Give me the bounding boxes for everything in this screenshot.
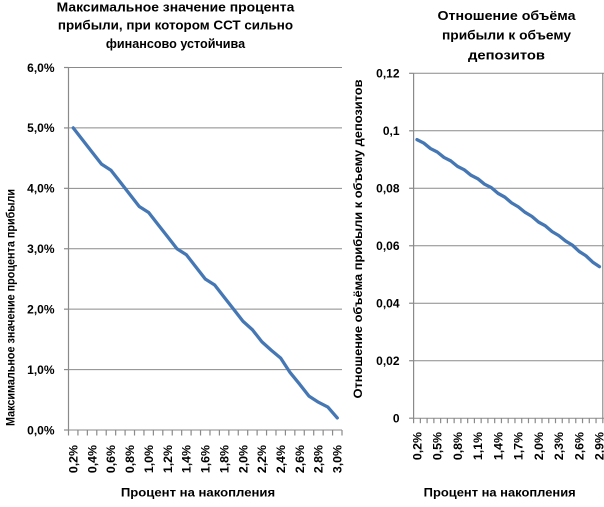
svg-text:2,6%: 2,6% [572,432,586,461]
svg-text:2,4%: 2,4% [274,445,288,474]
svg-text:0,06: 0,06 [376,239,400,253]
svg-text:0,08: 0,08 [376,182,400,196]
svg-text:1,8%: 1,8% [217,445,231,474]
svg-text:Процент на накопления: Процент на накопления [424,486,576,500]
svg-text:Максимальное значение процента: Максимальное значение процента [57,0,295,15]
svg-text:1,0%: 1,0% [142,445,156,474]
svg-text:Отношение объёма: Отношение объёма [438,8,577,23]
svg-text:2,0%: 2,0% [27,302,55,316]
svg-text:0,2%: 0,2% [67,445,81,474]
svg-text:1,1%: 1,1% [471,432,485,461]
svg-text:0,4%: 0,4% [85,445,99,474]
svg-text:прибыли, при котором ССТ сильн: прибыли, при котором ССТ сильно [58,18,293,33]
svg-text:5,0%: 5,0% [27,121,55,135]
svg-text:Максимальное значение процента: Максимальное значение процента прибыли [4,189,18,426]
svg-text:0,6%: 0,6% [104,445,118,474]
svg-text:2,8%: 2,8% [312,445,326,474]
svg-text:финансово устойчива: финансово устойчива [106,36,246,51]
svg-text:1,4%: 1,4% [491,432,505,461]
svg-text:3,0%: 3,0% [27,242,55,256]
svg-text:0,02: 0,02 [376,354,400,368]
svg-text:0,8%: 0,8% [123,445,137,474]
svg-text:0,04: 0,04 [376,297,400,311]
svg-text:4,0%: 4,0% [27,182,55,196]
svg-text:Отношение объёма прибыли к объ: Отношение объёма прибыли к объему депози… [351,80,365,399]
svg-text:0,5%: 0,5% [431,432,445,461]
svg-text:0: 0 [393,412,400,426]
svg-text:2,2%: 2,2% [255,445,269,474]
svg-text:6,0%: 6,0% [27,61,55,75]
svg-text:1,0%: 1,0% [27,363,55,377]
svg-text:0,12: 0,12 [376,67,400,81]
svg-text:2,6%: 2,6% [293,445,307,474]
svg-text:депозитов: депозитов [468,47,545,62]
svg-text:2,9%: 2,9% [593,432,604,461]
svg-text:Процент на накопления: Процент на накопления [121,486,275,500]
svg-text:0,8%: 0,8% [451,432,465,461]
svg-text:3,0%: 3,0% [331,445,345,474]
svg-text:0,1: 0,1 [383,124,400,138]
svg-text:2,0%: 2,0% [532,432,546,461]
svg-text:1,6%: 1,6% [199,445,213,474]
svg-text:1,2%: 1,2% [161,445,175,474]
svg-text:2,0%: 2,0% [236,445,250,474]
svg-text:0,2%: 0,2% [410,432,424,461]
svg-text:прибыли к объему: прибыли к объему [442,28,572,43]
svg-text:0,0%: 0,0% [27,423,55,437]
svg-text:1,7%: 1,7% [512,432,526,461]
svg-text:2,3%: 2,3% [552,432,566,461]
svg-text:1,4%: 1,4% [180,445,194,474]
